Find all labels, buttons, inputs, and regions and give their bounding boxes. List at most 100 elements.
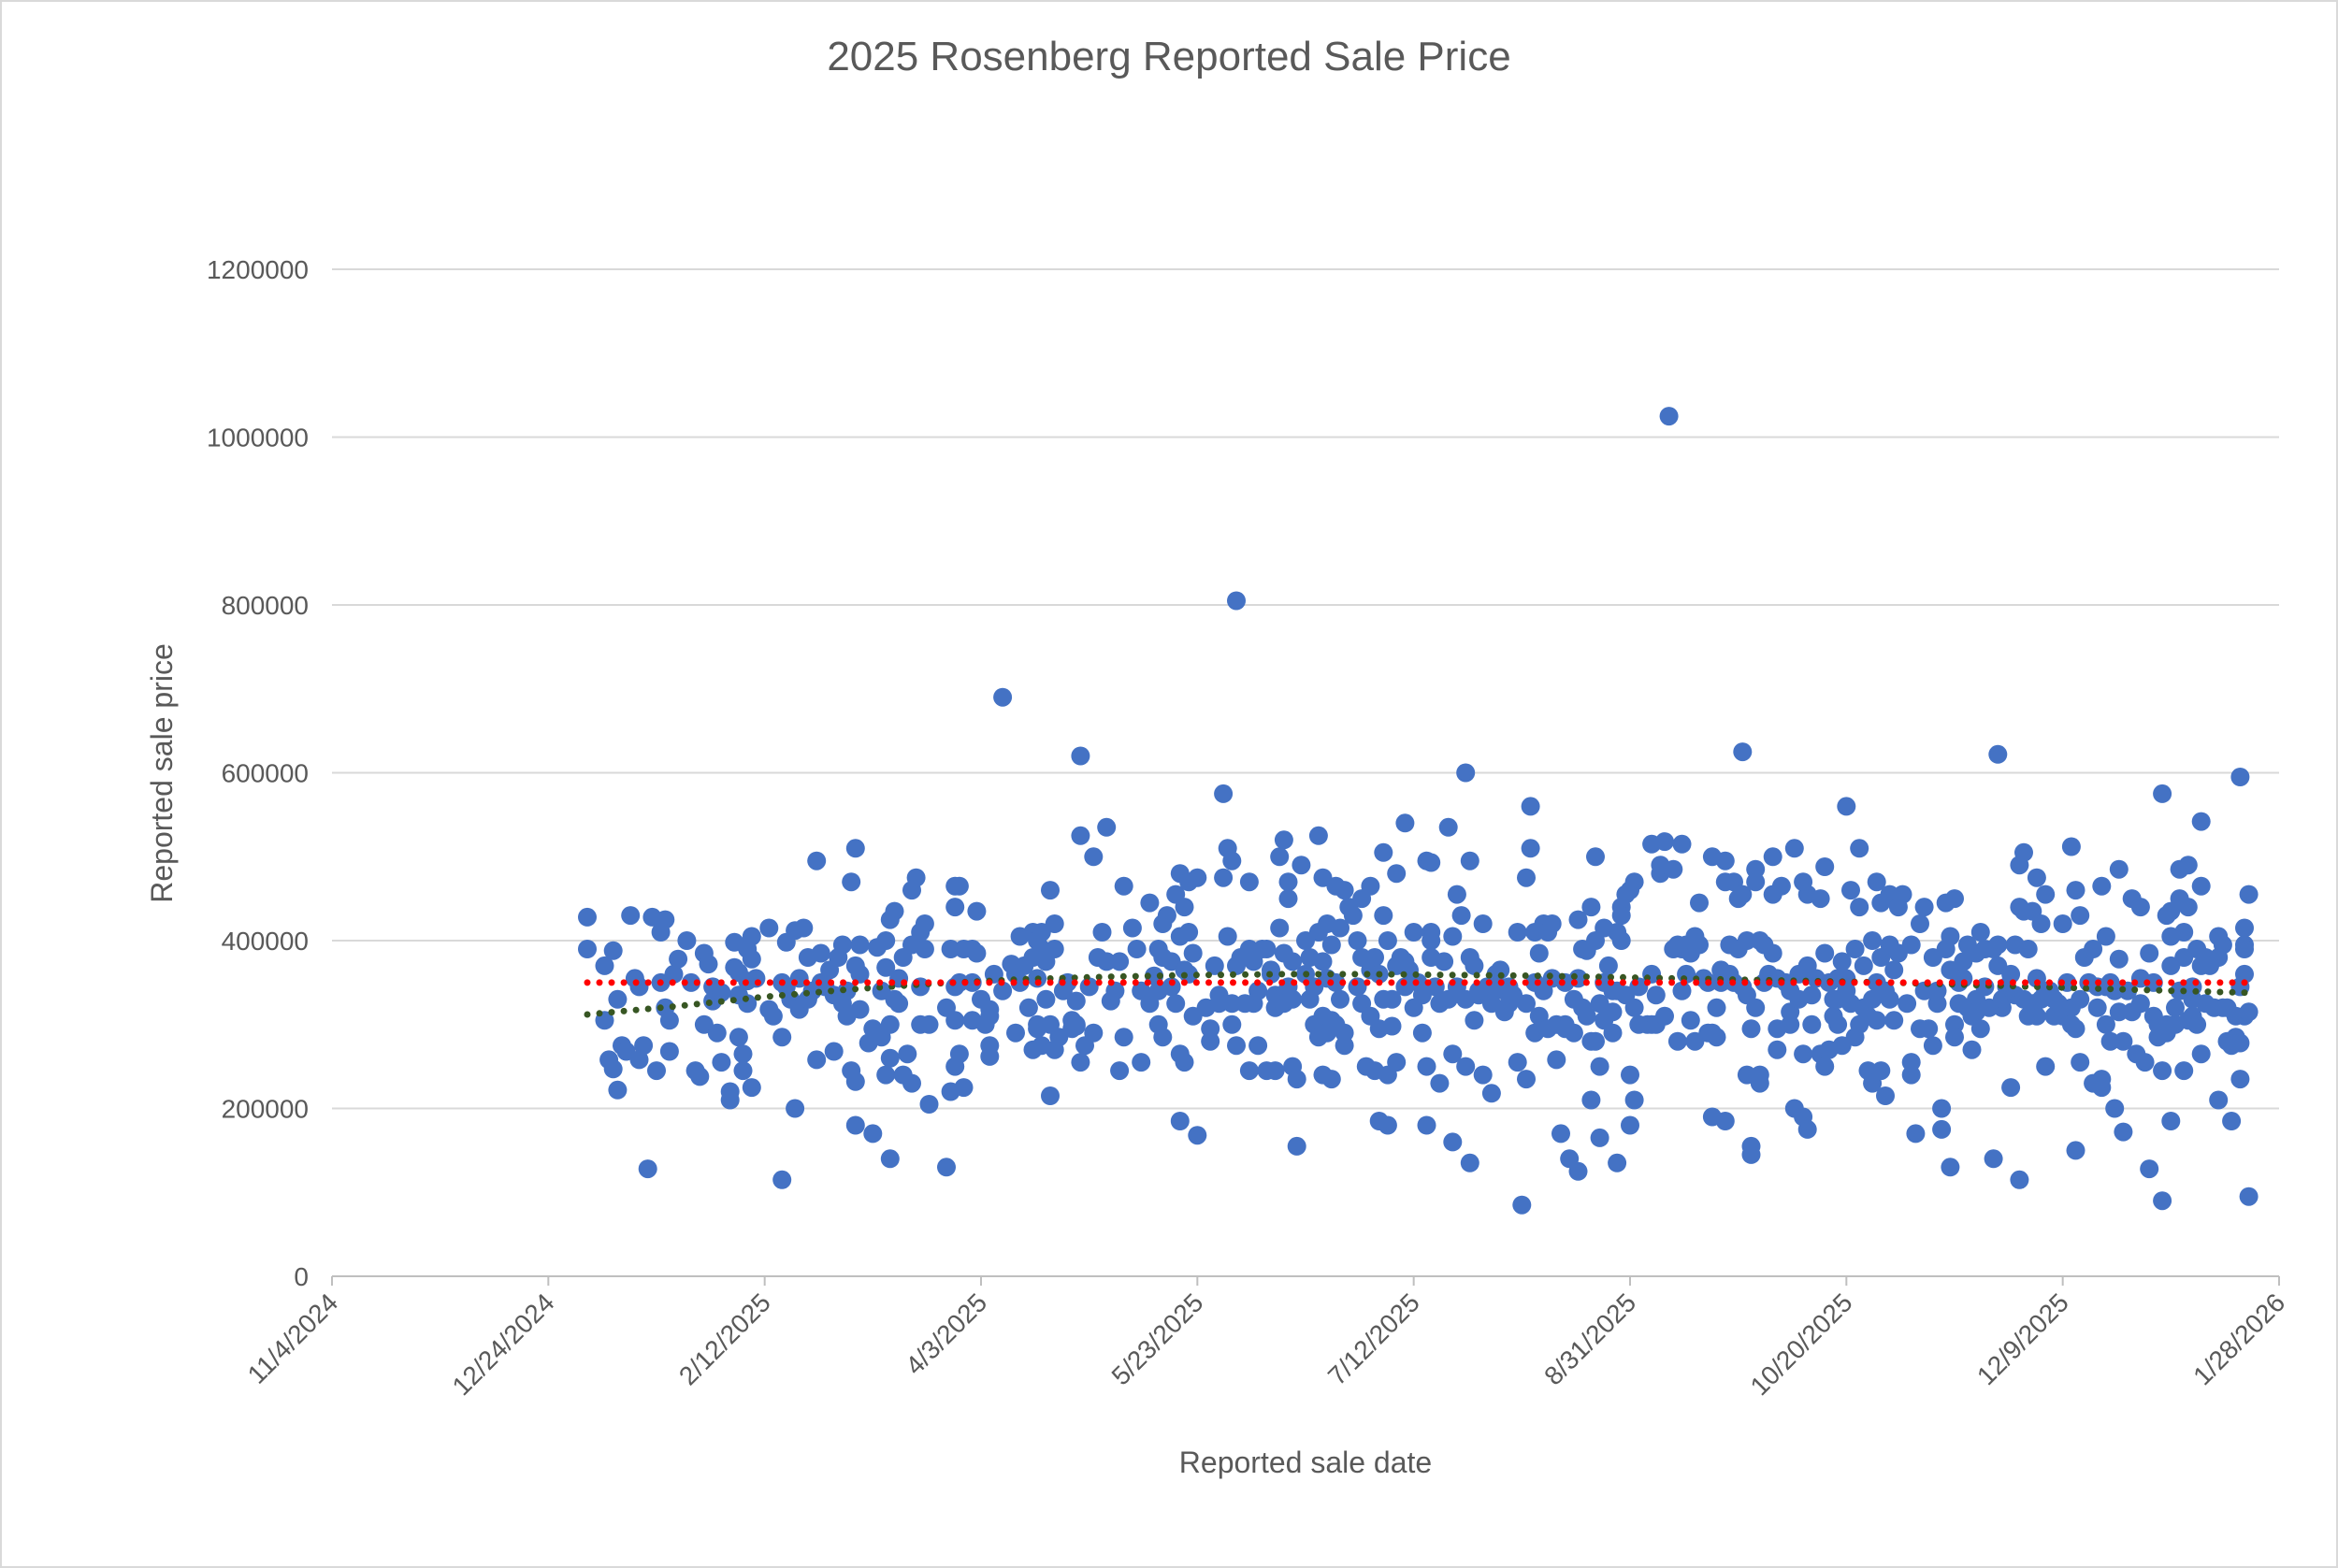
data-point <box>1547 1050 1566 1070</box>
trend-line-dot <box>2046 984 2053 991</box>
trend-line-dot <box>1534 972 1541 980</box>
data-point <box>733 1061 753 1081</box>
data-point <box>1018 998 1038 1017</box>
mean-line-dot <box>596 979 603 986</box>
trend-line-dot <box>2241 989 2248 997</box>
mean-line-dot <box>1376 979 1383 986</box>
data-point <box>1348 931 1367 950</box>
data-point <box>1473 1065 1493 1085</box>
data-point <box>2153 1191 2172 1211</box>
data-point <box>1568 910 1588 929</box>
data-point <box>656 910 675 929</box>
data-point <box>2066 881 2085 900</box>
trend-line-dot <box>2192 987 2200 995</box>
data-point <box>772 1170 792 1189</box>
data-point <box>1387 864 1407 884</box>
data-point <box>1517 1070 1536 1089</box>
trend-line-dot <box>1412 971 1420 978</box>
data-point <box>2084 940 2103 958</box>
trend-line-dot <box>1376 971 1383 978</box>
mean-line-dot <box>1132 979 1139 986</box>
mean-line-dot <box>2131 979 2139 986</box>
data-point <box>2153 1061 2172 1081</box>
trend-line-dot <box>1339 971 1347 978</box>
data-point <box>1287 1070 1306 1089</box>
data-point <box>1006 1023 1025 1043</box>
data-point <box>967 901 987 921</box>
data-point <box>993 687 1013 707</box>
mean-line-dot <box>2192 979 2200 986</box>
mean-line-dot <box>778 979 786 986</box>
data-point <box>1422 853 1441 872</box>
mean-line-dot <box>1315 979 1322 986</box>
trend-line-dot <box>1364 971 1371 978</box>
data-point <box>2036 1057 2056 1076</box>
data-point <box>1443 1132 1463 1152</box>
data-point <box>1681 1011 1700 1030</box>
data-point <box>1188 868 1207 887</box>
data-point <box>1741 1019 1761 1039</box>
mean-line-dot <box>1083 979 1090 986</box>
y-tick-label: 400000 <box>222 927 309 956</box>
data-point <box>937 1158 956 1177</box>
data-point <box>1529 943 1549 963</box>
data-point <box>659 1042 679 1061</box>
data-point <box>1270 918 1290 938</box>
data-point <box>1655 1006 1674 1026</box>
data-point <box>1941 927 1960 946</box>
data-point <box>1412 1023 1432 1043</box>
data-point <box>1919 1019 1939 1039</box>
mean-line-dot <box>1644 979 1651 986</box>
data-point <box>824 1042 844 1061</box>
mean-line-dot <box>705 979 713 986</box>
data-point <box>1737 931 1756 950</box>
trend-line-dot <box>1351 971 1359 978</box>
mean-line-dot <box>766 979 773 986</box>
data-point <box>2187 1014 2207 1034</box>
trend-line-dot <box>2071 985 2078 992</box>
trend-line-dot <box>2083 985 2090 992</box>
mean-line-dot <box>1339 979 1347 986</box>
data-point <box>1456 763 1476 783</box>
data-point <box>2001 964 2021 984</box>
trend-line-dot <box>2131 986 2139 993</box>
trend-line-dot <box>2058 984 2065 991</box>
mean-line-dot <box>1485 979 1493 986</box>
data-point <box>1343 906 1363 926</box>
mean-line-dot <box>742 979 749 986</box>
mean-line-dot <box>1729 979 1737 986</box>
trend-line-dot <box>1278 971 1286 978</box>
mean-line-dot <box>2168 979 2175 986</box>
data-point <box>2100 1031 2120 1051</box>
data-point <box>1876 1086 1895 1105</box>
data-point <box>1901 935 1921 955</box>
mean-line-dot <box>1754 979 1761 986</box>
data-point <box>1763 943 1782 963</box>
data-point <box>1988 935 2008 955</box>
data-point <box>2053 914 2072 933</box>
data-point <box>2235 964 2254 984</box>
trend-line-dot <box>2119 985 2127 993</box>
data-point <box>1443 1044 1463 1064</box>
mean-line-dot <box>1778 979 1785 986</box>
data-point <box>2092 876 2112 896</box>
data-point <box>1248 1036 1268 1056</box>
data-point <box>1227 591 1246 611</box>
data-point <box>980 1036 1000 1056</box>
trend-line-dot <box>2180 987 2187 995</box>
mean-line-dot <box>1473 979 1480 986</box>
data-point <box>1028 1014 1047 1034</box>
data-point <box>1274 830 1293 850</box>
trend-line-dot <box>840 986 847 994</box>
trend-line-dot <box>1144 972 1151 980</box>
data-point <box>1577 1006 1596 1026</box>
trend-line-dot <box>1546 972 1553 980</box>
data-point <box>1214 784 1234 803</box>
data-point <box>1066 991 1086 1011</box>
data-point <box>1521 797 1540 816</box>
data-point <box>2087 998 2107 1017</box>
mean-line-dot <box>1741 979 1749 986</box>
trend-line-dot <box>1071 974 1078 982</box>
data-point <box>608 1080 628 1100</box>
